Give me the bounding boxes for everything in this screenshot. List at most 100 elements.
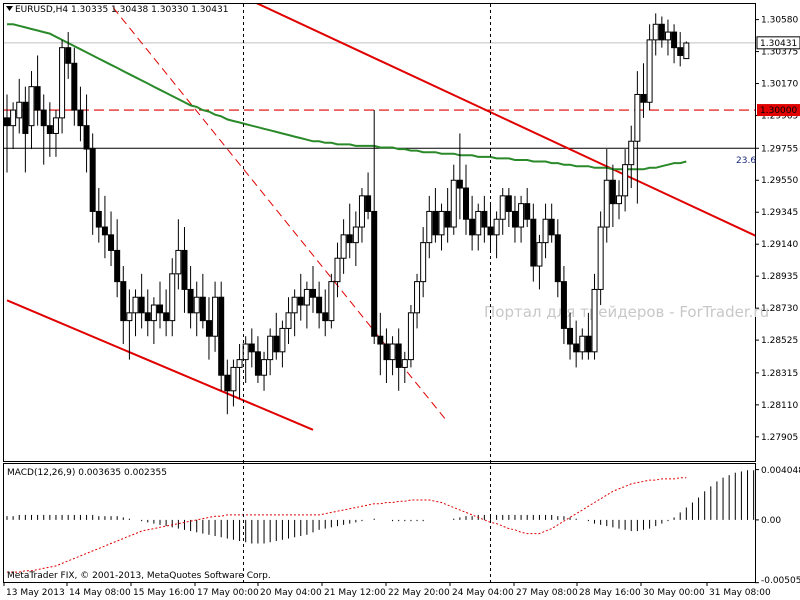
- candle: [89, 133, 96, 235]
- candle: [34, 55, 41, 126]
- candle-body: [469, 218, 476, 236]
- candle: [187, 266, 194, 329]
- candle-body: [401, 359, 408, 368]
- candle: [303, 281, 310, 329]
- candle-body: [310, 288, 316, 298]
- price-tick-label: 1.28525: [761, 336, 798, 346]
- candle: [291, 289, 298, 337]
- candle: [10, 102, 17, 150]
- candle-body: [579, 335, 586, 353]
- last-price-label: 1.30431: [760, 39, 797, 49]
- candle-body: [71, 62, 78, 111]
- candle: [52, 110, 59, 157]
- candle: [658, 16, 665, 48]
- candle: [144, 289, 151, 337]
- candle: [46, 102, 53, 157]
- candle: [597, 211, 604, 306]
- candle-body: [77, 109, 84, 127]
- candle: [310, 266, 316, 313]
- candle: [175, 219, 182, 290]
- candle: [273, 312, 280, 360]
- candle-body: [603, 179, 610, 228]
- candle: [224, 359, 231, 415]
- candle-body: [389, 343, 396, 361]
- price-tick-label: 1.29140: [761, 240, 798, 250]
- candle-body: [181, 249, 188, 290]
- candle-body: [89, 148, 96, 212]
- candle-body: [499, 195, 506, 220]
- candle: [591, 273, 598, 360]
- candle: [511, 195, 518, 243]
- time-tick-label: 15 May 16:00: [133, 588, 195, 598]
- price-tick-label: 1.30375: [761, 48, 798, 58]
- macd-panel-frame: [3, 463, 756, 583]
- time-tick-label: 24 May 04:00: [452, 588, 514, 598]
- level-price-label: 1.30000: [760, 106, 797, 116]
- candle-body: [205, 320, 212, 337]
- time-tick-label: 14 May 08:00: [69, 588, 131, 598]
- candle: [328, 273, 335, 329]
- candle-body: [383, 343, 390, 361]
- time-tick-label: 17 May 00:00: [197, 588, 259, 598]
- candle-body: [365, 195, 372, 212]
- candle-body: [285, 312, 292, 329]
- candle-body: [218, 296, 225, 376]
- candle-body: [426, 210, 433, 244]
- candle-body: [267, 335, 274, 361]
- candle: [432, 188, 439, 243]
- candle-body: [358, 195, 365, 228]
- candle-body: [432, 210, 439, 236]
- candle-body: [187, 288, 194, 314]
- candle-body: [40, 109, 47, 127]
- candle: [499, 188, 506, 235]
- candle-body: [542, 218, 549, 244]
- candle-body: [407, 312, 414, 361]
- candle: [352, 211, 359, 267]
- candle-body: [52, 117, 59, 134]
- candle: [622, 149, 629, 212]
- candle: [181, 227, 188, 313]
- candle: [438, 203, 445, 251]
- candle: [120, 266, 127, 345]
- trendline-1: [256, 4, 755, 237]
- candle: [230, 359, 237, 407]
- chart-title: EURUSD,H4 1.30335 1.30438 1.30330 1.3043…: [15, 5, 228, 15]
- candle: [132, 289, 139, 337]
- candle: [603, 149, 610, 243]
- candle-body: [346, 234, 353, 244]
- candle: [426, 195, 433, 259]
- candle: [138, 273, 145, 329]
- candle: [297, 273, 304, 321]
- macd-tick-label: 0.00: [761, 516, 781, 526]
- dropdown-triangle-icon[interactable]: [6, 6, 13, 11]
- candle-body: [567, 327, 574, 345]
- candle-body: [199, 296, 206, 322]
- last-price-box: [756, 36, 800, 50]
- candle: [646, 24, 653, 111]
- candle-body: [463, 187, 469, 220]
- candle-body: [646, 39, 653, 103]
- candle: [22, 86, 29, 173]
- candle-body: [328, 281, 335, 322]
- candle-body: [291, 296, 298, 314]
- candle: [199, 273, 206, 329]
- candle: [414, 273, 421, 329]
- candle: [463, 164, 469, 235]
- candle: [316, 281, 323, 329]
- candle-body: [279, 327, 286, 353]
- candle: [456, 133, 463, 220]
- candle-body: [169, 273, 176, 322]
- candle-body: [671, 31, 678, 49]
- candle-body: [16, 101, 23, 119]
- candle-body: [420, 242, 427, 283]
- candle-body: [132, 296, 139, 314]
- price-tick-label: 1.29550: [761, 176, 798, 186]
- candle: [114, 219, 121, 298]
- candle: [609, 164, 616, 228]
- candle-body: [108, 234, 115, 251]
- candle-body: [664, 31, 671, 41]
- candle: [628, 125, 635, 189]
- candle: [524, 188, 531, 228]
- candle-body: [22, 101, 29, 134]
- price-tick-label: 1.28730: [761, 304, 798, 314]
